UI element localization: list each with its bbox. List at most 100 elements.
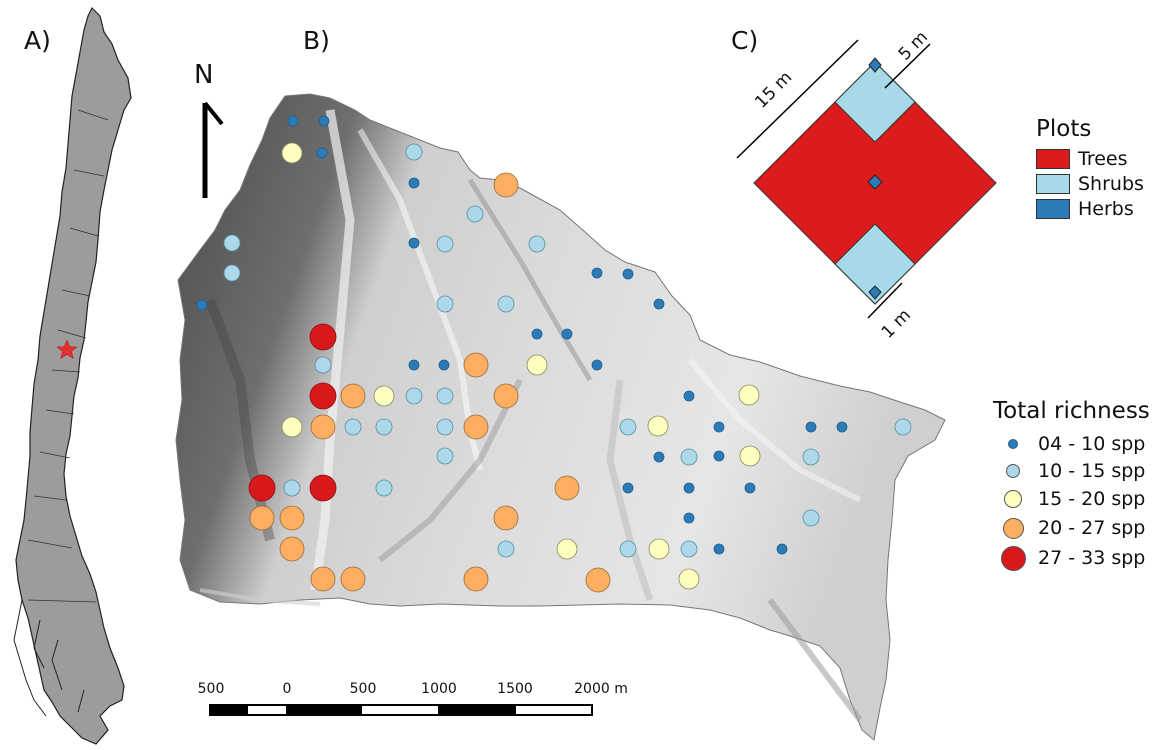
scale-label-500: 500 [349, 681, 377, 697]
scale-bar [209, 704, 593, 716]
site-point-61 [683, 482, 695, 494]
panel-label-c: C) [731, 26, 759, 55]
site-point-30 [340, 383, 366, 409]
north-arrow [202, 101, 224, 198]
site-point-14 [591, 267, 603, 279]
site-point-64 [279, 505, 305, 531]
site-point-20 [309, 323, 337, 351]
site-point-13 [223, 264, 241, 282]
site-point-33 [436, 387, 454, 405]
site-point-24 [408, 359, 420, 371]
herbs-swatch [1036, 199, 1070, 219]
richness-label-2: 10 - 15 spp [1038, 460, 1146, 482]
site-point-26 [463, 352, 489, 378]
site-point-3 [281, 142, 303, 164]
panel-label-a: A) [24, 26, 51, 55]
plots-legend-herbs: Herbs [1036, 198, 1134, 220]
site-point-69 [497, 540, 515, 558]
richness-label-4: 20 - 27 spp [1038, 517, 1146, 539]
site-point-50 [653, 451, 665, 463]
richness-legend-title: Total richness [993, 398, 1150, 424]
site-point-45 [713, 421, 725, 433]
chile-country-outline [13, 6, 132, 745]
richness-dot-5 [1000, 545, 1026, 571]
site-point-48 [894, 418, 912, 436]
site-point-80 [678, 568, 700, 590]
site-point-51 [680, 448, 698, 466]
richness-label-5: 27 - 33 spp [1038, 547, 1146, 569]
site-point-10 [408, 237, 420, 249]
north-label: N [194, 60, 214, 90]
site-point-12 [528, 235, 546, 253]
site-point-60 [622, 482, 634, 494]
richness-dot-3 [1004, 490, 1022, 508]
site-point-78 [463, 566, 489, 592]
scale-label-1500: 1500 [497, 681, 533, 697]
site-point-16 [196, 299, 208, 311]
site-point-25 [438, 359, 450, 371]
site-point-28 [591, 359, 603, 371]
site-point-23 [314, 356, 332, 374]
site-point-18 [497, 295, 515, 313]
site-point-65 [493, 505, 519, 531]
scale-label-1000: 1000 [421, 681, 457, 697]
richness-sites-layer [196, 115, 912, 593]
plots-legend-title: Plots [1036, 116, 1092, 142]
site-point-55 [248, 474, 276, 502]
plots-legend-shrubs: Shrubs [1036, 173, 1144, 195]
site-point-2 [318, 115, 330, 127]
site-point-35 [683, 390, 695, 402]
site-point-36 [738, 384, 760, 406]
site-point-22 [561, 328, 573, 340]
site-point-7 [493, 172, 519, 198]
site-point-43 [619, 418, 637, 436]
site-point-15 [622, 268, 634, 280]
richness-label-1: 04 - 10 spp [1038, 433, 1146, 455]
site-point-6 [408, 177, 420, 189]
site-point-34 [493, 383, 519, 409]
site-point-63 [249, 505, 275, 531]
site-point-17 [436, 295, 454, 313]
site-point-38 [310, 414, 336, 440]
herbs-label: Herbs [1078, 198, 1134, 220]
shrubs-label: Shrubs [1078, 173, 1144, 195]
scale-label-500-left: 500 [197, 681, 225, 697]
site-point-76 [310, 566, 336, 592]
site-point-19 [653, 298, 665, 310]
site-point-1 [287, 115, 299, 127]
site-point-47 [836, 421, 848, 433]
site-point-11 [436, 235, 454, 253]
shrubs-swatch [1036, 174, 1070, 194]
scale-label-2000m: 2000 m [574, 681, 628, 697]
site-point-62 [744, 482, 756, 494]
site-point-32 [405, 387, 423, 405]
site-point-46 [805, 421, 817, 433]
richness-label-3: 15 - 20 spp [1038, 488, 1146, 510]
site-point-21 [531, 328, 543, 340]
trees-swatch [1036, 149, 1070, 169]
richness-dot-4 [1002, 517, 1024, 539]
site-point-41 [436, 418, 454, 436]
study-site-star [56, 339, 78, 360]
site-point-58 [375, 479, 393, 497]
site-point-75 [776, 543, 788, 555]
site-point-40 [375, 418, 393, 436]
site-point-44 [647, 415, 669, 437]
site-point-49 [436, 447, 454, 465]
site-point-53 [739, 445, 761, 467]
richness-legend-class-2: 10 - 15 spp [998, 458, 1145, 484]
site-point-56 [283, 479, 301, 497]
site-point-59 [554, 475, 580, 501]
site-point-29 [309, 382, 337, 410]
site-point-74 [713, 543, 725, 555]
scale-label-0: 0 [282, 681, 292, 697]
site-point-42 [463, 414, 489, 440]
plot-design-diagram [736, 39, 997, 319]
site-point-9 [223, 234, 241, 252]
site-point-31 [373, 385, 395, 407]
site-point-72 [648, 538, 670, 560]
site-point-8 [466, 205, 484, 223]
site-point-67 [802, 509, 820, 527]
plots-legend-trees: Trees [1036, 148, 1128, 170]
